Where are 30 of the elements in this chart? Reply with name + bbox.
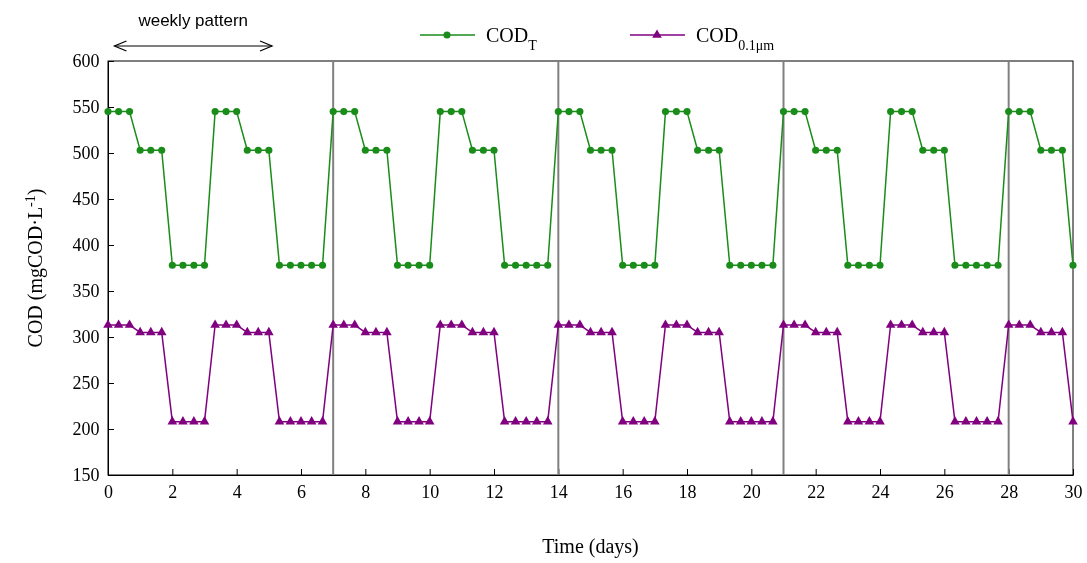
y-tick-label: 350 xyxy=(72,281,100,302)
x-tick-label: 6 xyxy=(297,481,306,502)
y-tick-label: 500 xyxy=(72,143,100,164)
x-tick-label: 24 xyxy=(871,481,890,502)
y-tick-label: 450 xyxy=(72,189,100,210)
x-tick-label: 26 xyxy=(935,481,954,502)
x-axis-title: Time (days) xyxy=(542,535,639,558)
y-tick-label: 250 xyxy=(72,373,100,394)
y-tick-label: 600 xyxy=(72,51,100,72)
y-tick-label: 400 xyxy=(72,235,100,256)
x-tick-label: 4 xyxy=(232,481,242,502)
y-tick-label: 300 xyxy=(72,327,100,348)
x-tick-label: 12 xyxy=(485,481,504,502)
y-tick-label: 150 xyxy=(72,465,100,486)
x-tick-label: 10 xyxy=(421,481,440,502)
y-tick-label: 550 xyxy=(72,97,100,118)
x-tick-label: 20 xyxy=(742,481,761,502)
x-tick-label: 8 xyxy=(361,481,371,502)
x-tick-label: 14 xyxy=(549,481,568,502)
y-tick-label: 200 xyxy=(72,419,100,440)
x-tick-label: 28 xyxy=(1000,481,1019,502)
text: weekly pattern xyxy=(137,11,249,30)
x-tick-label: 2 xyxy=(168,481,178,502)
x-tick-label: 0 xyxy=(104,481,113,502)
x-tick-label: 30 xyxy=(1064,481,1083,502)
legend-label: COD$_{T}$ xyxy=(486,24,538,53)
legend-label: COD$_{0.1μm}$ xyxy=(696,24,775,53)
x-tick-label: 22 xyxy=(807,481,826,502)
x-tick-label: 18 xyxy=(678,481,697,502)
x-tick-label: 16 xyxy=(614,481,633,502)
